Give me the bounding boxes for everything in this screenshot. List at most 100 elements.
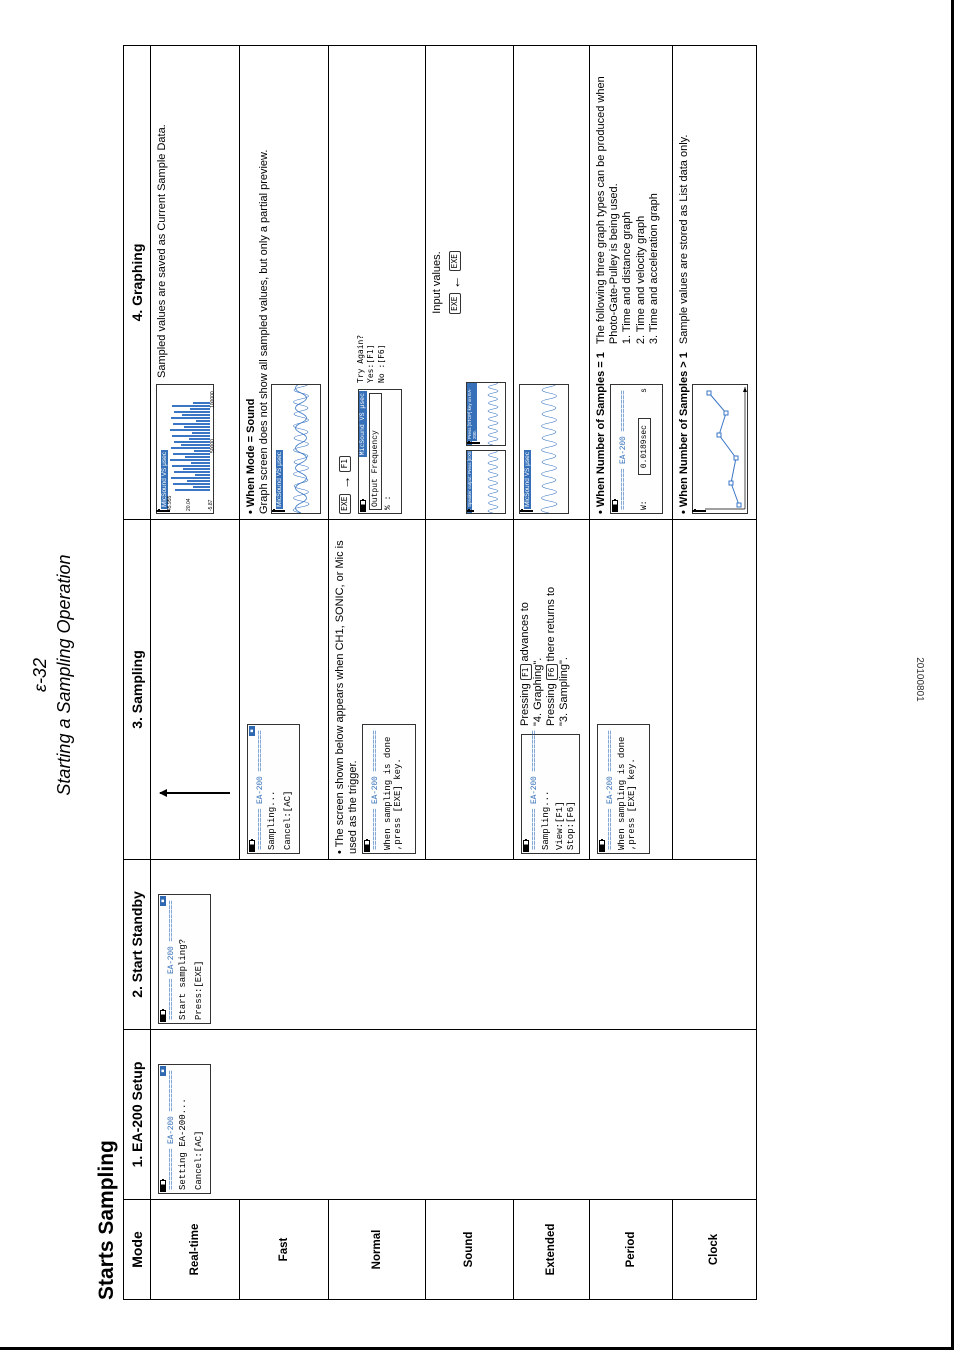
fast-l1: Sampling... xyxy=(267,728,277,850)
realtime-graph: MicSound VS μsec 45.955 20.04 -5.87 xyxy=(156,384,214,514)
f1-key: F1 xyxy=(339,456,351,472)
mode-realtime: Real-time xyxy=(150,1200,239,1300)
battery-icon xyxy=(249,840,255,852)
mode-clock: Clock xyxy=(673,1200,756,1300)
period-l2: ,press [EXE] key. xyxy=(627,728,637,850)
stop-icon: ◼ xyxy=(249,726,255,736)
setup-line2: Cancel:[AC] xyxy=(194,1068,204,1190)
fast-l2: Cancel:[AC] xyxy=(283,728,293,850)
ext-l2: View:[F1] xyxy=(555,738,565,850)
normal-output-screen: MicSound VS μsec Output Frequency % : xyxy=(358,389,402,514)
battery-icon xyxy=(466,442,480,444)
period-screen: ========= EA-200 ========= When sampling… xyxy=(597,724,650,854)
arrow-up xyxy=(160,792,230,794)
ext-dashes: ========= EA-200 ========= xyxy=(530,735,539,853)
normal-dashes: ========= EA-200 ========= xyxy=(371,725,380,853)
mode-fast: Fast xyxy=(239,1200,328,1300)
exe-key: EXE xyxy=(449,294,461,314)
clock-title: • When Number of Samples > 1 xyxy=(678,352,691,514)
output-freq: Output Frequency xyxy=(369,393,382,510)
page-title: Starting a Sampling Operation xyxy=(54,554,74,795)
sampling-table: Mode 1. EA-200 Setup 2. Start Standby 3.… xyxy=(123,45,757,1300)
battery-icon xyxy=(599,840,605,852)
fast-waveform: MicSound VS μsec xyxy=(271,384,321,514)
period-dashes: ========= EA-200 ========= xyxy=(606,725,615,853)
y-mid: 20.04 xyxy=(186,498,192,511)
fast-text: Graph screen does not show all sampled v… xyxy=(258,51,271,514)
ext-l1: Sampling... xyxy=(541,738,551,850)
exe-key: EXE xyxy=(339,494,351,514)
period-result-dashes: ========= EA-200 ========= xyxy=(619,385,628,513)
normal-sampling-screen: ========= EA-200 ========= When sampling… xyxy=(362,724,415,854)
period-result-screen: ========= EA-200 ========= W: 0.0189sec … xyxy=(610,384,663,514)
y-bot: -5.87 xyxy=(208,499,214,511)
standby-line2: Press:[EXE] xyxy=(194,898,204,1020)
y-top: 45.955 xyxy=(167,495,173,511)
mode-extended: Extended xyxy=(513,1200,589,1300)
period-l1: When sampling is done xyxy=(617,728,627,850)
extended-waveform: MicSound VS μsec xyxy=(519,384,569,514)
period-li2: 2. Time and velocity graph xyxy=(635,51,648,344)
battery-icon xyxy=(160,1010,166,1022)
fast-title: • When Mode = Sound xyxy=(245,51,258,514)
exe-key: EXE xyxy=(449,251,461,271)
setup-dashes: ========= EA-200 ========= xyxy=(167,1065,176,1193)
x-tick1: 50000 xyxy=(210,439,215,453)
fast-sampling-screen: ◼ ========= EA-200 ========= Sampling...… xyxy=(247,724,300,854)
clock-text: Sample values are stored as List data on… xyxy=(678,51,691,344)
output-pcnt: % : xyxy=(384,393,393,510)
standby-screen: ◼ ========= EA-200 ========= Start sampl… xyxy=(158,894,211,1024)
stop-icon: ◼ xyxy=(160,896,166,906)
battery-icon xyxy=(360,500,366,512)
extended-screen: ========= EA-200 ========= Sampling... V… xyxy=(521,734,580,854)
arrow-left-icon: ← xyxy=(447,276,463,290)
normal-note: • The screen shown below appears when CH… xyxy=(334,525,360,854)
normal-l1: When sampling is done xyxy=(383,728,393,850)
clock-graph xyxy=(692,384,748,514)
col-setup: 1. EA-200 Setup xyxy=(123,1030,150,1200)
extended-note: Pressing F1 advances to "4. Graphing". P… xyxy=(519,525,572,726)
standby-line1: Start sampling? xyxy=(178,898,188,1020)
sound-hdr1: Speaker output: Press [EXE] xyxy=(467,450,472,509)
battery-icon xyxy=(612,500,618,512)
setup-screen: ◼ ========= EA-200 ========= Setting EA-… xyxy=(158,1064,211,1194)
arrow-right-icon: → xyxy=(337,476,353,490)
col-sampling: 3. Sampling xyxy=(123,520,150,860)
mode-normal: Normal xyxy=(328,1200,425,1300)
w-label: W: xyxy=(640,500,649,510)
battery-icon xyxy=(466,510,474,512)
try-again-block: Try Again? Yes:[F1] No :[F6] xyxy=(356,335,406,383)
normal-hdr: MicSound VS μsec xyxy=(359,391,366,457)
sound-hdr3: Press [STOP] key on EA-200. xyxy=(467,382,477,441)
col-standby: 2. Start Standby xyxy=(123,860,150,1030)
col-graphing: 4. Graphing xyxy=(123,46,150,520)
w-unit: s xyxy=(640,388,649,393)
section-title: Starts Sampling xyxy=(95,0,119,1300)
try-again: Try Again? xyxy=(356,335,366,383)
sound-input-text: Input values. xyxy=(431,51,444,514)
setup-line1: Setting EA-200... xyxy=(178,1068,188,1190)
x-tick2: 100000 xyxy=(210,391,215,408)
battery-icon xyxy=(364,840,370,852)
w-value: 0.0189sec xyxy=(638,418,651,475)
col-mode: Mode xyxy=(123,1200,150,1300)
mode-sound: Sound xyxy=(425,1200,513,1300)
mode-period: Period xyxy=(589,1200,672,1300)
sound-wave-left: Speaker output: Press [EXE] MicSound VS … xyxy=(466,450,506,514)
period-li1: 1. Time and distance graph xyxy=(621,51,634,344)
try-yes: Yes:[F1] xyxy=(366,335,376,383)
normal-l2: ,press [EXE] key. xyxy=(393,728,403,850)
period-li3: 3. Time and acceleration graph xyxy=(648,51,661,344)
period-text: The following three graph types can be p… xyxy=(595,51,621,344)
battery-icon xyxy=(523,840,529,852)
stop-icon: ◼ xyxy=(160,1066,166,1076)
realtime-text: Sampled values are saved as Current Samp… xyxy=(156,51,169,378)
page-header: ε-32 Starting a Sampling Operation xyxy=(0,0,77,1350)
period-title: • When Number of Samples = 1 xyxy=(595,352,608,514)
fast-dashes: ========= EA-200 ========= xyxy=(256,725,265,853)
page-number: ε-32 xyxy=(30,658,50,692)
ext-l3: Stop:[F6] xyxy=(566,738,576,850)
standby-dashes: ========= EA-200 ========= xyxy=(167,895,176,1023)
try-no: No :[F6] xyxy=(377,335,387,383)
battery-icon xyxy=(160,1180,166,1192)
